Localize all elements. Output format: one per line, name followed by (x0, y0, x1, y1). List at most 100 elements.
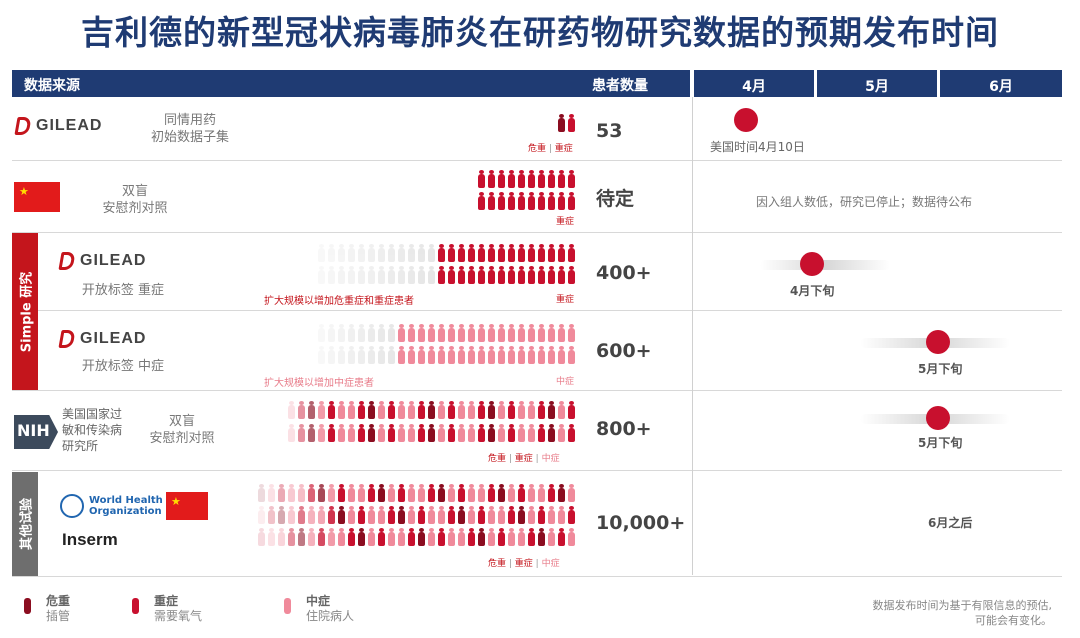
row5-description: 双盲 安慰剂对照 (149, 414, 215, 446)
patient-figure (398, 528, 405, 546)
patient-figure (368, 324, 375, 342)
patient-figure (288, 528, 295, 546)
patient-figure (418, 401, 425, 419)
row4-severity: 中症 (556, 377, 575, 387)
patient-figure (528, 266, 535, 284)
patient-figure (468, 266, 475, 284)
source-header: 数据来源 (24, 78, 80, 94)
patient-figure (508, 266, 515, 284)
patient-figure (318, 528, 325, 546)
row4-timeline-marker (926, 330, 950, 354)
patient-figure (428, 506, 435, 524)
patient-figure (348, 401, 355, 419)
patient-figure (388, 401, 395, 419)
patient-figure (448, 506, 455, 524)
patient-figure (378, 266, 385, 284)
patient-figure (508, 170, 515, 188)
gilead-logo: GILEAD (14, 117, 102, 135)
patient-figure (348, 346, 355, 364)
patient-figure (388, 484, 395, 502)
row-divider (12, 310, 1062, 311)
patient-figure (558, 192, 565, 210)
patient-figure (518, 506, 525, 524)
patient-figure (538, 506, 545, 524)
patient-figure (518, 346, 525, 364)
patient-figure (338, 244, 345, 262)
patient-figure (458, 266, 465, 284)
patient-figure (348, 528, 355, 546)
patient-figure (368, 244, 375, 262)
row3-severity: 重症 (556, 295, 575, 305)
patient-figure (488, 324, 495, 342)
patient-figure (488, 266, 495, 284)
patient-figure (388, 528, 395, 546)
patient-figure (568, 114, 575, 132)
patient-figure (558, 324, 565, 342)
patient-figure (358, 244, 365, 262)
patient-figure (418, 528, 425, 546)
patient-figure (418, 324, 425, 342)
patient-figure (538, 324, 545, 342)
patient-figure (448, 266, 455, 284)
patient-figure (558, 484, 565, 502)
patient-figure (528, 324, 535, 342)
patient-figure (518, 192, 525, 210)
patient-figure (358, 528, 365, 546)
patient-figure (418, 244, 425, 262)
patient-figure (438, 244, 445, 262)
patient-figure (478, 528, 485, 546)
patient-figure (478, 324, 485, 342)
patient-figure (488, 401, 495, 419)
patient-figure (508, 484, 515, 502)
patient-figure (568, 192, 575, 210)
patient-figure (408, 324, 415, 342)
patient-figure (488, 192, 495, 210)
patient-figure (368, 346, 375, 364)
patient-figure (408, 401, 415, 419)
patient-figure (348, 266, 355, 284)
patient-figure (338, 401, 345, 419)
patient-figure (528, 244, 535, 262)
patient-figure (318, 506, 325, 524)
patient-figure (468, 424, 475, 442)
patient-figure (438, 506, 445, 524)
patient-figure (438, 324, 445, 342)
patient-figure (448, 244, 455, 262)
legend-severe: 重症 需要氧气 (132, 594, 202, 624)
patient-figure (548, 484, 555, 502)
patient-figure (498, 484, 505, 502)
patient-figure (508, 244, 515, 262)
patient-figure (328, 266, 335, 284)
moderate-figure-icon (284, 598, 291, 614)
patient-figure (258, 528, 265, 546)
nih-logo: NIH (14, 415, 58, 449)
patient-figure (548, 528, 555, 546)
patient-figure (568, 170, 575, 188)
patient-figure (448, 401, 455, 419)
row5-timeline-marker (926, 406, 950, 430)
patient-figure (558, 528, 565, 546)
patient-figure (558, 244, 565, 262)
patient-figure (558, 424, 565, 442)
patient-figure (338, 346, 345, 364)
patient-figure (318, 244, 325, 262)
patient-figure (498, 424, 505, 442)
patient-figure (398, 401, 405, 419)
patient-figure (488, 424, 495, 442)
patient-figure (328, 346, 335, 364)
patient-figure (428, 484, 435, 502)
patient-figure (398, 484, 405, 502)
patient-figure (528, 401, 535, 419)
china-flag-icon: ★ (166, 492, 208, 520)
row6-timeline-label: 6月之后 (928, 516, 973, 530)
patient-figure (458, 484, 465, 502)
patient-figure (488, 484, 495, 502)
patient-figure (328, 401, 335, 419)
patient-figure (478, 192, 485, 210)
patient-figure (478, 506, 485, 524)
patient-figure (368, 424, 375, 442)
row4-expansion-note: 扩大规模以增加中症患者 (264, 378, 374, 389)
patient-figure (338, 266, 345, 284)
patient-figure (458, 506, 465, 524)
patient-figure (398, 346, 405, 364)
